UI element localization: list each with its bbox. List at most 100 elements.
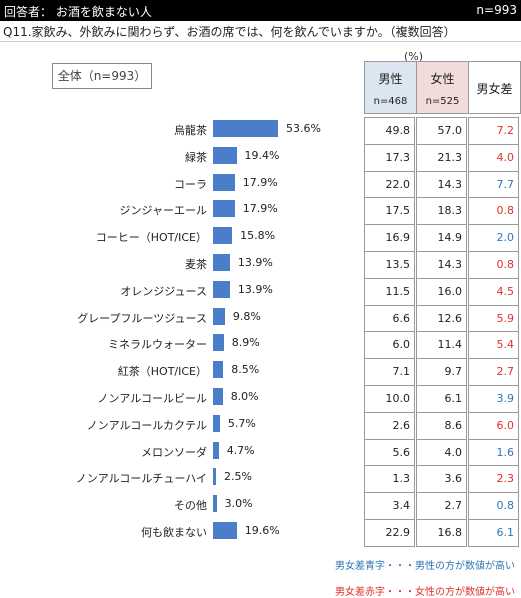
gender-diff-column-header: 男女差 [468, 61, 521, 114]
female-cell: 21.3 [416, 143, 467, 172]
category-label: 麦茶 [185, 258, 207, 271]
bar [213, 522, 237, 539]
male-n: n=468 [373, 96, 408, 107]
bar [213, 254, 230, 271]
male-cell: 1.3 [364, 465, 415, 494]
male-cell: 17.5 [364, 197, 415, 226]
category-label: 何も飲まない [141, 526, 207, 539]
female-cell: 57.0 [416, 117, 467, 145]
bar-value-label: 13.9% [237, 256, 273, 269]
question-text: Q11.家飲み、外飲みに関わらず、お酒の席では、何を飲んでいますか。（複数回答） [3, 25, 456, 39]
category-label: ジンジャーエール [119, 204, 207, 218]
diff-cell: 4.5 [468, 277, 519, 306]
bar [213, 441, 219, 459]
bar-value-label: 9.8% [232, 309, 261, 323]
bar [213, 120, 278, 137]
male-cell: 2.6 [364, 411, 415, 440]
diff-title: 男女差 [476, 82, 513, 96]
category-label: 緑茶 [185, 150, 207, 164]
category-label: 烏龍茶 [174, 124, 207, 137]
female-cell: 14.3 [416, 170, 467, 199]
diff-cell: 2.7 [468, 358, 519, 386]
female-cell: 8.6 [416, 411, 467, 440]
male-cell: 6.0 [364, 331, 415, 360]
male-cell: 22.0 [364, 170, 415, 199]
bar [213, 200, 235, 218]
bar-value-label: 8.9% [231, 336, 260, 350]
diff-cell: 7.2 [468, 117, 519, 145]
bar [213, 414, 220, 432]
male-column-header: 男性 n=468 [364, 61, 417, 114]
diff-cell: 2.0 [468, 224, 519, 252]
total-sample-box: 全体（n=993） [52, 63, 152, 89]
male-cell: 3.4 [364, 492, 415, 520]
bar [213, 495, 217, 513]
bar [213, 468, 217, 486]
sample-size-label: n=993 [476, 3, 517, 17]
male-cell: 13.5 [364, 251, 415, 279]
male-cell: 22.9 [364, 519, 415, 547]
category-label: オレンジジュース [120, 284, 207, 298]
header-bar: 回答者： お酒を飲まない人 n=993 [0, 0, 521, 21]
bar-value-label: 19.6% [244, 524, 280, 537]
bar-value-label: 8.5% [231, 363, 260, 377]
diff-cell: 5.9 [468, 304, 519, 333]
bar-value-label: 4.7% [226, 443, 255, 457]
female-cell: 3.6 [416, 465, 467, 494]
diff-cell: 7.7 [468, 170, 519, 199]
diff-cell: 0.8 [468, 492, 519, 520]
unit-label: (%) [404, 50, 424, 63]
category-label: ノンアルコールビール [97, 392, 207, 405]
bar-value-label: 19.4% [244, 148, 280, 162]
diff-cell: 4.0 [468, 143, 519, 172]
female-n: n=525 [425, 96, 460, 107]
male-cell: 49.8 [364, 117, 415, 145]
male-cell: 5.6 [364, 438, 415, 467]
category-label: ノンアルコールチューハイ [75, 472, 207, 486]
female-cell: 16.8 [416, 519, 467, 547]
diff-cell: 6.0 [468, 411, 519, 440]
male-cell: 6.6 [364, 304, 415, 333]
category-label: ミネラルウォーター [108, 338, 207, 352]
category-label: その他 [174, 499, 207, 513]
bar-value-label: 17.9% [242, 175, 278, 189]
bar [213, 173, 235, 191]
female-title: 女性 [430, 72, 455, 86]
blue-note: 男女差青字・・・男性の方が数値が高い [335, 561, 515, 572]
category-label: メロンソーダ [141, 445, 207, 459]
bar-value-label: 53.6% [286, 122, 321, 135]
female-column-header: 女性 n=525 [416, 61, 469, 114]
female-cell: 16.0 [416, 277, 467, 306]
bar [213, 146, 237, 164]
male-cell: 10.0 [364, 385, 415, 413]
bar [213, 388, 223, 405]
bar-value-label: 5.7% [227, 416, 256, 430]
bar-value-label: 13.9% [237, 282, 273, 296]
female-cell: 14.3 [416, 251, 467, 279]
female-cell: 12.6 [416, 304, 467, 333]
male-cell: 11.5 [364, 277, 415, 306]
bar [213, 280, 230, 298]
bar-value-label: 17.9% [242, 202, 278, 216]
bar-value-label: 15.8% [240, 229, 276, 243]
male-title: 男性 [378, 72, 403, 86]
bar-value-label: 3.0% [224, 497, 253, 511]
diff-cell: 0.8 [468, 197, 519, 226]
divider [0, 41, 521, 42]
bar-value-label: 2.5% [224, 470, 252, 484]
category-label: ノンアルコールカクテル [86, 418, 207, 432]
female-cell: 11.4 [416, 331, 467, 360]
category-label: コーラ [174, 177, 207, 191]
diff-cell: 3.9 [468, 385, 519, 413]
diff-cell: 0.8 [468, 251, 519, 279]
bar-value-label: 8.0% [230, 390, 259, 403]
female-cell: 9.7 [416, 358, 467, 386]
red-note: 男女差赤字・・・女性の方が数値が高い [335, 587, 515, 598]
female-cell: 14.9 [416, 224, 467, 252]
male-cell: 7.1 [364, 358, 415, 386]
category-label: 紅茶（HOT/ICE） [117, 365, 207, 379]
female-cell: 4.0 [416, 438, 467, 467]
diff-cell: 1.6 [468, 438, 519, 467]
respondents-label: 回答者： お酒を飲まない人 [4, 5, 152, 19]
category-label: コーヒー（HOT/ICE） [95, 231, 207, 245]
